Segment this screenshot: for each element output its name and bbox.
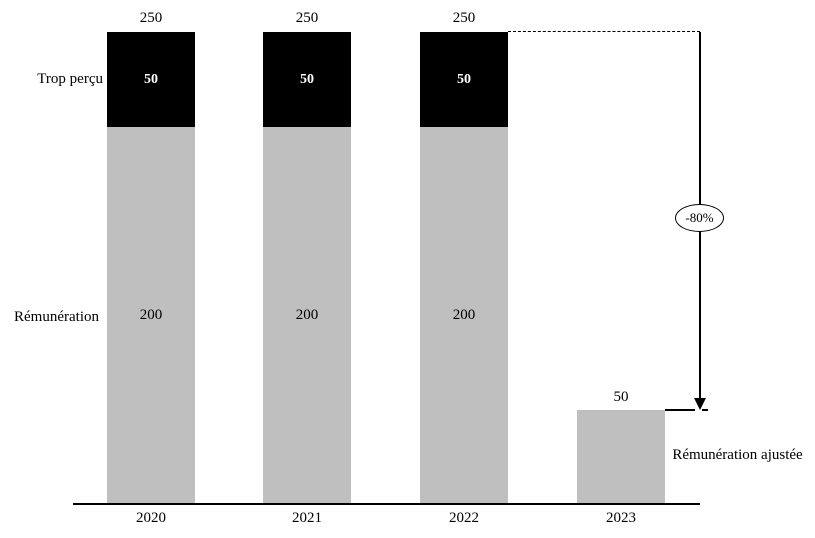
bar-segment-trop-percu-2022: 50: [420, 32, 508, 127]
bar-segment-remuneration-2020: 200: [107, 127, 195, 504]
bar-segment-trop-percu-2021: 50: [263, 32, 351, 127]
bar-segment-trop-percu-2020: 50: [107, 32, 195, 127]
bar-total-label-2021: 250: [295, 10, 319, 26]
series-label-remuneration: Rémunération: [14, 309, 99, 325]
bar-segment-remuneration-2021: 200: [263, 127, 351, 504]
annotation-badge: -80%: [675, 204, 724, 232]
segment-value-label: 200: [139, 307, 163, 323]
connector-line-solid: [665, 409, 689, 411]
x-axis-label-2021: 2021: [292, 510, 322, 526]
segment-value-label: 200: [452, 307, 476, 323]
segment-value-label: 50: [300, 71, 314, 87]
segment-value-label: 50: [144, 71, 158, 87]
series-label-remuneration-ajustee: Rémunération ajustée: [672, 447, 803, 463]
arrow-down-icon: [694, 398, 706, 410]
x-axis-label-2020: 2020: [136, 510, 166, 526]
segment-value-label: 50: [457, 71, 471, 87]
bar-segment-remuneration-ajustee-2023: [577, 410, 665, 504]
annotation-badge-label: -80%: [685, 210, 714, 225]
series-label-trop-percu: Trop perçu: [37, 71, 103, 87]
x-axis-label-2023: 2023: [606, 510, 636, 526]
bar-total-label-2023: 50: [613, 389, 629, 405]
segment-value-label: 200: [295, 307, 319, 323]
x-axis-label-2022: 2022: [449, 510, 479, 526]
dotted-reference-line: [508, 31, 700, 32]
bar-total-label-2022: 250: [452, 10, 476, 26]
connector-line-dashed: [689, 409, 708, 411]
x-axis-line: [73, 503, 700, 505]
bar-total-label-2020: 250: [139, 10, 163, 26]
bar-segment-remuneration-2022: 200: [420, 127, 508, 504]
